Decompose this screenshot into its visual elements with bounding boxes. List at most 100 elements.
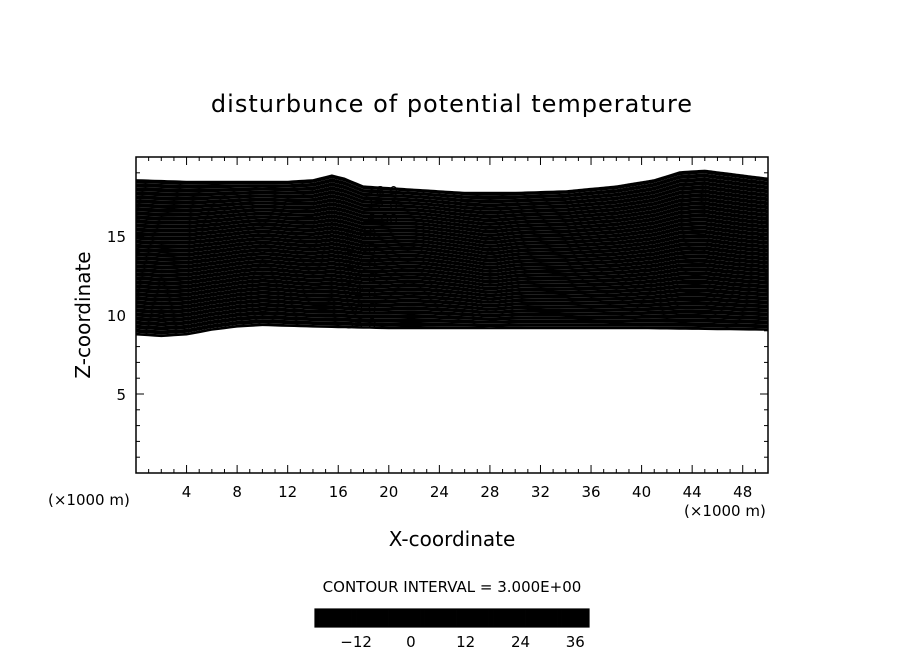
- colorbar-frame: [314, 608, 590, 628]
- contour-line: [136, 198, 768, 221]
- color-band: [136, 306, 768, 323]
- contour-line: [136, 206, 768, 228]
- color-band: [136, 201, 768, 226]
- colorbar-cell: [356, 609, 361, 627]
- colorbar-cell: [420, 609, 425, 627]
- colorbar-tick-label: 36: [566, 633, 585, 651]
- color-band: [136, 250, 768, 270]
- colorbar-cell: [474, 609, 480, 627]
- contour-line: [136, 311, 768, 325]
- color-band: [136, 331, 768, 338]
- axis-ticks: [136, 157, 768, 473]
- colorbar-cell: [483, 609, 489, 627]
- color-band: [136, 298, 768, 315]
- colorbar-cell: [333, 609, 339, 627]
- colorbar-cell: [406, 609, 412, 627]
- colorbar-cell: [410, 609, 416, 627]
- contour-label: 6.00: [367, 213, 398, 229]
- color-band: [136, 181, 768, 208]
- colorbar-cell: [479, 609, 485, 627]
- contour-line: [136, 230, 768, 250]
- colorbar-cell: [506, 609, 512, 627]
- contour-label: 36.0: [345, 317, 376, 333]
- contour-line: [136, 190, 768, 213]
- x-tick-label: 4: [182, 483, 192, 501]
- colorbar-cell: [415, 609, 421, 627]
- contour-label: 12.0: [367, 198, 398, 214]
- color-band: [136, 173, 768, 200]
- colorbar-cell: [497, 609, 503, 627]
- colorbar-cell: [557, 609, 562, 627]
- colorbar-cell: [369, 609, 375, 627]
- color-band: [136, 209, 768, 234]
- colorbar-cell: [502, 609, 508, 627]
- colorbar-cell: [493, 609, 498, 627]
- colorbar-cell: [315, 609, 320, 627]
- colorbar-cell: [447, 609, 453, 627]
- colorbar-tick-label: 24: [511, 633, 530, 651]
- color-band: [136, 275, 768, 291]
- contour-label: 12.0: [345, 256, 376, 272]
- color-band: [136, 258, 768, 277]
- color-band: [136, 319, 768, 335]
- contour-line: [136, 222, 768, 243]
- contour-interval-text: CONTOUR INTERVAL = 3.000E+00: [323, 578, 582, 596]
- color-band: [136, 225, 768, 248]
- colorbar-cell: [575, 609, 581, 627]
- y-tick-label: 5: [116, 386, 126, 404]
- color-band: [136, 233, 768, 256]
- x-axis-label: X-coordinate: [389, 527, 516, 551]
- contour-label: 30.0: [345, 301, 376, 317]
- contour-line: [136, 255, 768, 272]
- colorbar-cell: [397, 609, 403, 627]
- colorbar-cell: [328, 609, 334, 627]
- colorbar-cell: [465, 609, 471, 627]
- colorbar-cell: [433, 609, 439, 627]
- x-tick-label: 8: [232, 483, 242, 501]
- x-unit-left: (×1000 m): [48, 491, 130, 509]
- color-band: [136, 205, 768, 230]
- color-band: [136, 169, 768, 196]
- contour-line: [136, 319, 768, 333]
- x-unit-right: (×1000 m): [684, 502, 766, 520]
- colorbar-cell: [579, 609, 585, 627]
- colorbar-cell: [543, 609, 549, 627]
- contour-label: 0.00: [345, 227, 376, 243]
- colorbar-tick-label: −12: [340, 633, 372, 651]
- colorbar-cell: [388, 609, 393, 627]
- color-band: [136, 177, 768, 204]
- colorbar: [314, 608, 590, 628]
- plot-area: [136, 169, 768, 338]
- color-band: [136, 282, 768, 298]
- colorbar-cell: [351, 609, 357, 627]
- colorbar-cell: [374, 609, 380, 627]
- color-band: [136, 238, 768, 259]
- color-band: [136, 217, 768, 241]
- colorbar-cell: [570, 609, 576, 627]
- x-tick-label: 20: [379, 483, 398, 501]
- colorbar-cell: [561, 609, 567, 627]
- x-tick-label: 40: [632, 483, 651, 501]
- color-band: [136, 242, 768, 263]
- color-band: [136, 310, 768, 327]
- colorbar-cell: [438, 609, 444, 627]
- colorbar-cell: [547, 609, 553, 627]
- colorbar-cell: [515, 609, 521, 627]
- contour-line: [136, 247, 768, 265]
- colorbar-cell: [525, 609, 530, 627]
- contour-line: [136, 279, 768, 293]
- color-band: [136, 229, 768, 252]
- x-tick-label: 36: [581, 483, 600, 501]
- x-tick-label: 16: [329, 483, 348, 501]
- color-band: [136, 189, 768, 215]
- contour-label: 24.0: [345, 286, 376, 302]
- color-band: [136, 213, 768, 238]
- colorbar-cell: [424, 609, 430, 627]
- x-tick-label: 48: [733, 483, 752, 501]
- contour-lines: [136, 174, 768, 333]
- colorbar-cell: [392, 609, 398, 627]
- colorbar-cell: [566, 609, 572, 627]
- color-band: [136, 185, 768, 211]
- colorbar-cell: [378, 609, 384, 627]
